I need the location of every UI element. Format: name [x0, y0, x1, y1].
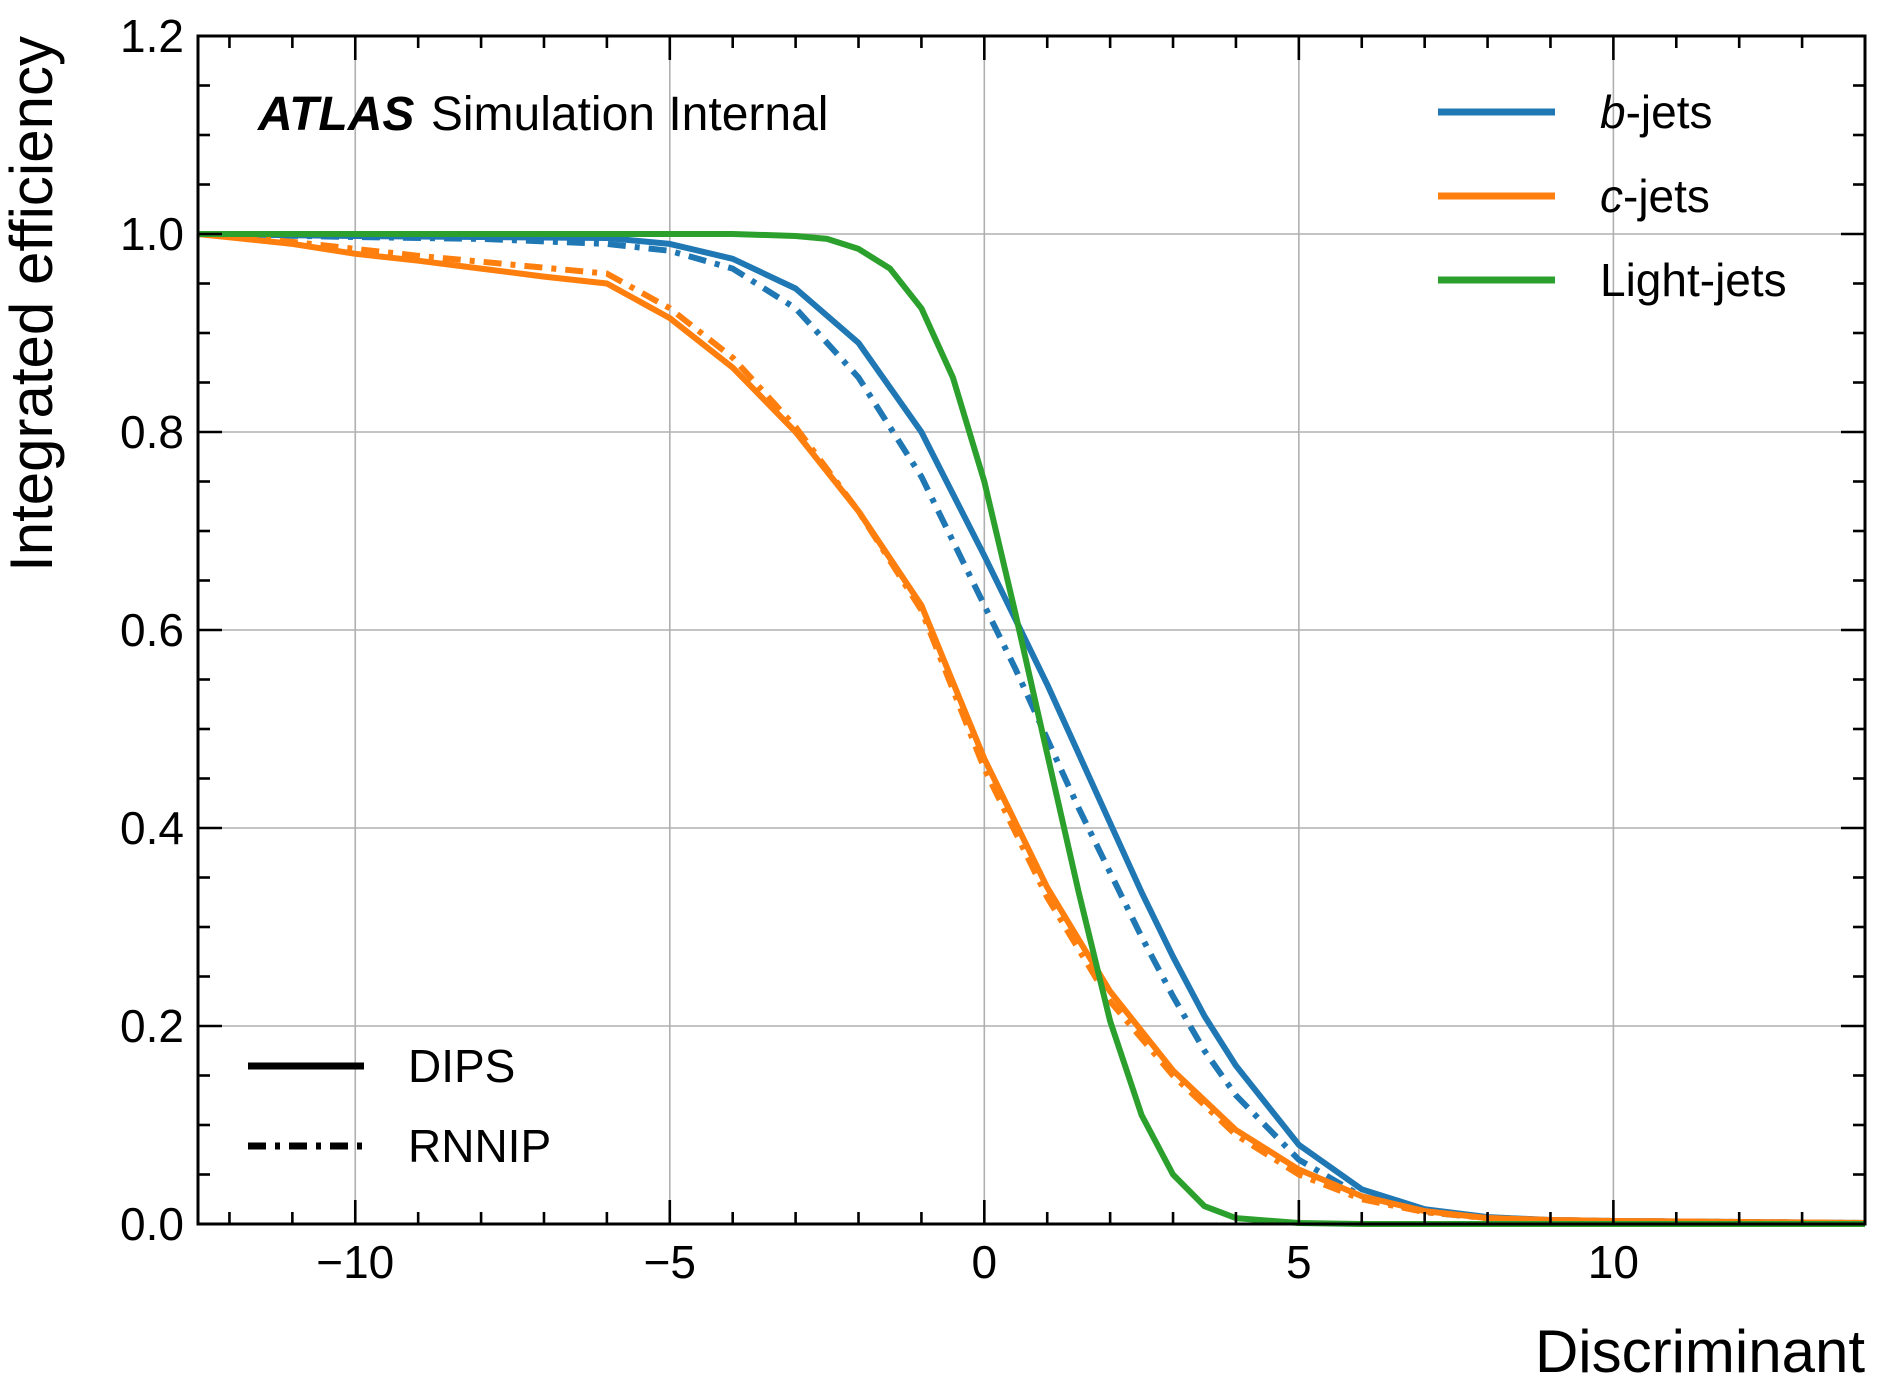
- atlas-label: ATLAS: [257, 88, 414, 141]
- legend-tagger-label: RNNIP: [408, 1120, 551, 1172]
- x-axis-title: Discriminant: [1535, 1318, 1865, 1385]
- x-tick-label: 10: [1588, 1236, 1639, 1288]
- atlas-annotation: ATLAS Simulation Internal: [257, 88, 828, 141]
- y-tick-label: 0.6: [120, 604, 184, 656]
- x-tick-label: 0: [972, 1236, 998, 1288]
- y-tick-label: 0.8: [120, 406, 184, 458]
- legend-flavour-label: b-jets: [1600, 86, 1713, 138]
- y-tick-label: 0.0: [120, 1198, 184, 1250]
- y-tick-label: 0.4: [120, 802, 184, 854]
- y-tick-label: 0.2: [120, 1000, 184, 1052]
- x-tick-label: −5: [644, 1236, 696, 1288]
- y-axis-title: Integrated efficiency: [0, 36, 65, 572]
- tick-label-layer: −10 −5 0 5 10 0.0 0.2 0.4 0.6 0.8 1.0 1.2: [120, 10, 1639, 1288]
- legend-tagger: DIPS RNNIP: [248, 1040, 551, 1172]
- legend-flavour-label: Light-jets: [1600, 254, 1787, 306]
- legend-tagger-label: DIPS: [408, 1040, 515, 1092]
- svg-text:ATLAS Simulation Interna: ATLAS Simulation Internal: [257, 88, 828, 141]
- x-tick-label: 5: [1286, 1236, 1312, 1288]
- y-tick-label: 1.2: [120, 10, 184, 62]
- annotation-text: Simulation Internal: [431, 88, 829, 141]
- legend-flavour-label: c-jets: [1600, 170, 1710, 222]
- legend-flavour: b-jets c-jets Light-jets: [1438, 86, 1787, 306]
- tick-layer: [198, 34, 1867, 1226]
- y-tick-label: 1.0: [120, 208, 184, 260]
- x-tick-label: −10: [316, 1236, 394, 1288]
